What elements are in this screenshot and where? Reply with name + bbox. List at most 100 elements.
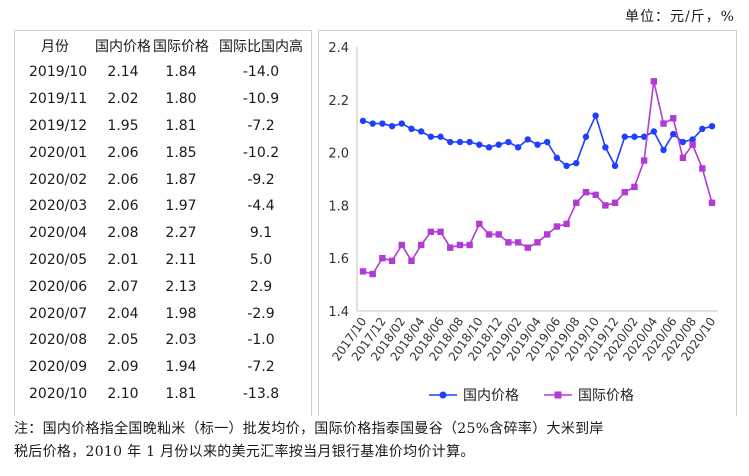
data-point-international [592, 191, 599, 199]
cell-month: 2020/03 [29, 198, 88, 215]
price-table-panel: 月份 国内价格 国际价格 国际比国内高 2019/10 2.14 1.84 -14.0… [14, 30, 312, 416]
data-point-international [437, 228, 444, 235]
data-point-domestic [524, 136, 532, 143]
data-point-international [621, 189, 628, 196]
data-point-international [553, 223, 561, 230]
cell-domestic-price: 2.09 [107, 359, 139, 376]
data-point-domestic [553, 154, 561, 162]
data-point-international [417, 241, 425, 249]
data-point-international [485, 231, 493, 238]
cell-difference: -7.2 [247, 117, 275, 134]
price-table: 月份 国内价格 国际价格 国际比国内高 2019/10 2.14 1.84 -14.0… [15, 33, 311, 407]
y-tick-label: 1.4 [328, 305, 349, 320]
data-point-domestic [456, 138, 464, 146]
cell-month: 2020/09 [29, 359, 88, 376]
data-point-domestic [563, 162, 570, 169]
table-row: 2019/10 2.14 1.84 -14.0 [15, 59, 311, 86]
data-point-international [543, 231, 551, 238]
cell-domestic-price: 2.10 [107, 385, 139, 402]
data-point-domestic [640, 133, 648, 140]
cell-domestic-price: 2.06 [107, 171, 139, 188]
table-body: 2019/10 2.14 1.84 -14.0 2019/11 2.02 1.80 -10.9… [15, 59, 311, 407]
table-row: 2020/03 2.06 1.97 -4.4 [15, 193, 311, 220]
legend-label: 国际价格 [578, 388, 634, 404]
data-point-domestic [514, 144, 522, 151]
data-point-international [573, 199, 580, 206]
data-point-international [505, 239, 512, 246]
header-month: 月份 [41, 39, 69, 55]
data-point-domestic [408, 125, 415, 133]
header-intl-vs-domestic: 国际比国内高 [219, 39, 303, 55]
table-row: 2020/05 2.01 2.11 5.0 [15, 247, 311, 274]
cell-international-price: 1.84 [165, 64, 197, 81]
data-point-domestic [466, 138, 473, 146]
cell-international-price: 1.85 [165, 144, 197, 161]
table-row: 2019/12 1.95 1.81 -7.2 [15, 113, 311, 140]
cell-international-price: 2.11 [165, 251, 197, 268]
data-point-domestic [476, 141, 483, 148]
data-point-domestic [650, 128, 658, 135]
table-row: 2020/02 2.06 1.87 -9.2 [15, 166, 311, 193]
data-point-domestic [708, 123, 716, 130]
table-header-row: 月份 国内价格 国际价格 国际比国内高 [15, 33, 311, 59]
data-point-domestic [660, 146, 667, 154]
cell-international-price: 2.27 [165, 225, 197, 242]
cell-difference: -1.0 [247, 332, 275, 349]
cell-domestic-price: 2.08 [107, 225, 139, 242]
data-point-domestic [573, 159, 580, 167]
cell-month: 2020/06 [29, 278, 88, 295]
data-point-international [476, 220, 483, 228]
cell-international-price: 1.94 [165, 359, 197, 376]
data-point-international [582, 189, 590, 196]
data-point-domestic [495, 141, 502, 148]
table-row: 2020/09 2.09 1.94 -7.2 [15, 354, 311, 381]
cell-domestic-price: 2.06 [107, 198, 139, 215]
cell-month: 2020/07 [29, 305, 88, 322]
y-tick-label: 2.2 [328, 94, 349, 109]
cell-difference: -4.4 [247, 198, 275, 215]
data-point-domestic [379, 120, 386, 127]
cell-month: 2020/01 [29, 144, 88, 161]
cell-international-price: 1.80 [165, 91, 197, 108]
header-international-price: 国际价格 [153, 39, 209, 55]
cell-difference: -10.9 [242, 91, 280, 108]
data-point-international [650, 78, 658, 85]
data-point-international [447, 244, 454, 251]
data-point-domestic [543, 138, 551, 146]
data-point-international [631, 183, 638, 191]
cell-month: 2020/10 [29, 385, 88, 402]
data-point-international [524, 244, 532, 251]
data-point-international [534, 239, 541, 246]
data-point-international [359, 268, 367, 275]
table-row: 2020/01 2.06 1.85 -10.2 [15, 139, 311, 166]
data-point-international [369, 270, 376, 278]
cell-international-price: 2.03 [165, 332, 197, 349]
data-point-international [379, 255, 386, 262]
cell-difference: 2.9 [249, 278, 273, 295]
data-point-international [398, 241, 405, 249]
data-point-international [689, 141, 696, 148]
data-point-domestic [485, 144, 493, 151]
legend-marker [439, 391, 447, 399]
data-point-domestic [689, 136, 696, 143]
cell-difference: 5.0 [249, 251, 273, 268]
cell-international-price: 1.81 [165, 385, 197, 402]
cell-domestic-price: 2.01 [107, 251, 139, 268]
cell-international-price: 1.98 [165, 305, 197, 322]
data-point-domestic [437, 133, 444, 140]
cell-domestic-price: 2.05 [107, 332, 139, 349]
footnote-line-2: 税后价格，2010 年 1 月份以来的美元汇率按当月银行基准价均价计算。 [14, 444, 475, 460]
data-point-international [427, 228, 435, 235]
cell-month: 2019/10 [29, 64, 88, 81]
cell-month: 2020/04 [29, 225, 88, 242]
cell-month: 2020/05 [29, 251, 88, 268]
cell-month: 2020/08 [29, 332, 88, 349]
data-point-domestic [699, 125, 706, 133]
data-point-international [708, 199, 716, 206]
data-point-international [466, 241, 473, 249]
cell-domestic-price: 2.07 [107, 278, 139, 295]
cell-domestic-price: 2.02 [107, 91, 139, 108]
cell-domestic-price: 2.14 [107, 64, 139, 81]
table-row: 2020/06 2.07 2.13 2.9 [15, 273, 311, 300]
data-point-domestic [427, 133, 435, 140]
